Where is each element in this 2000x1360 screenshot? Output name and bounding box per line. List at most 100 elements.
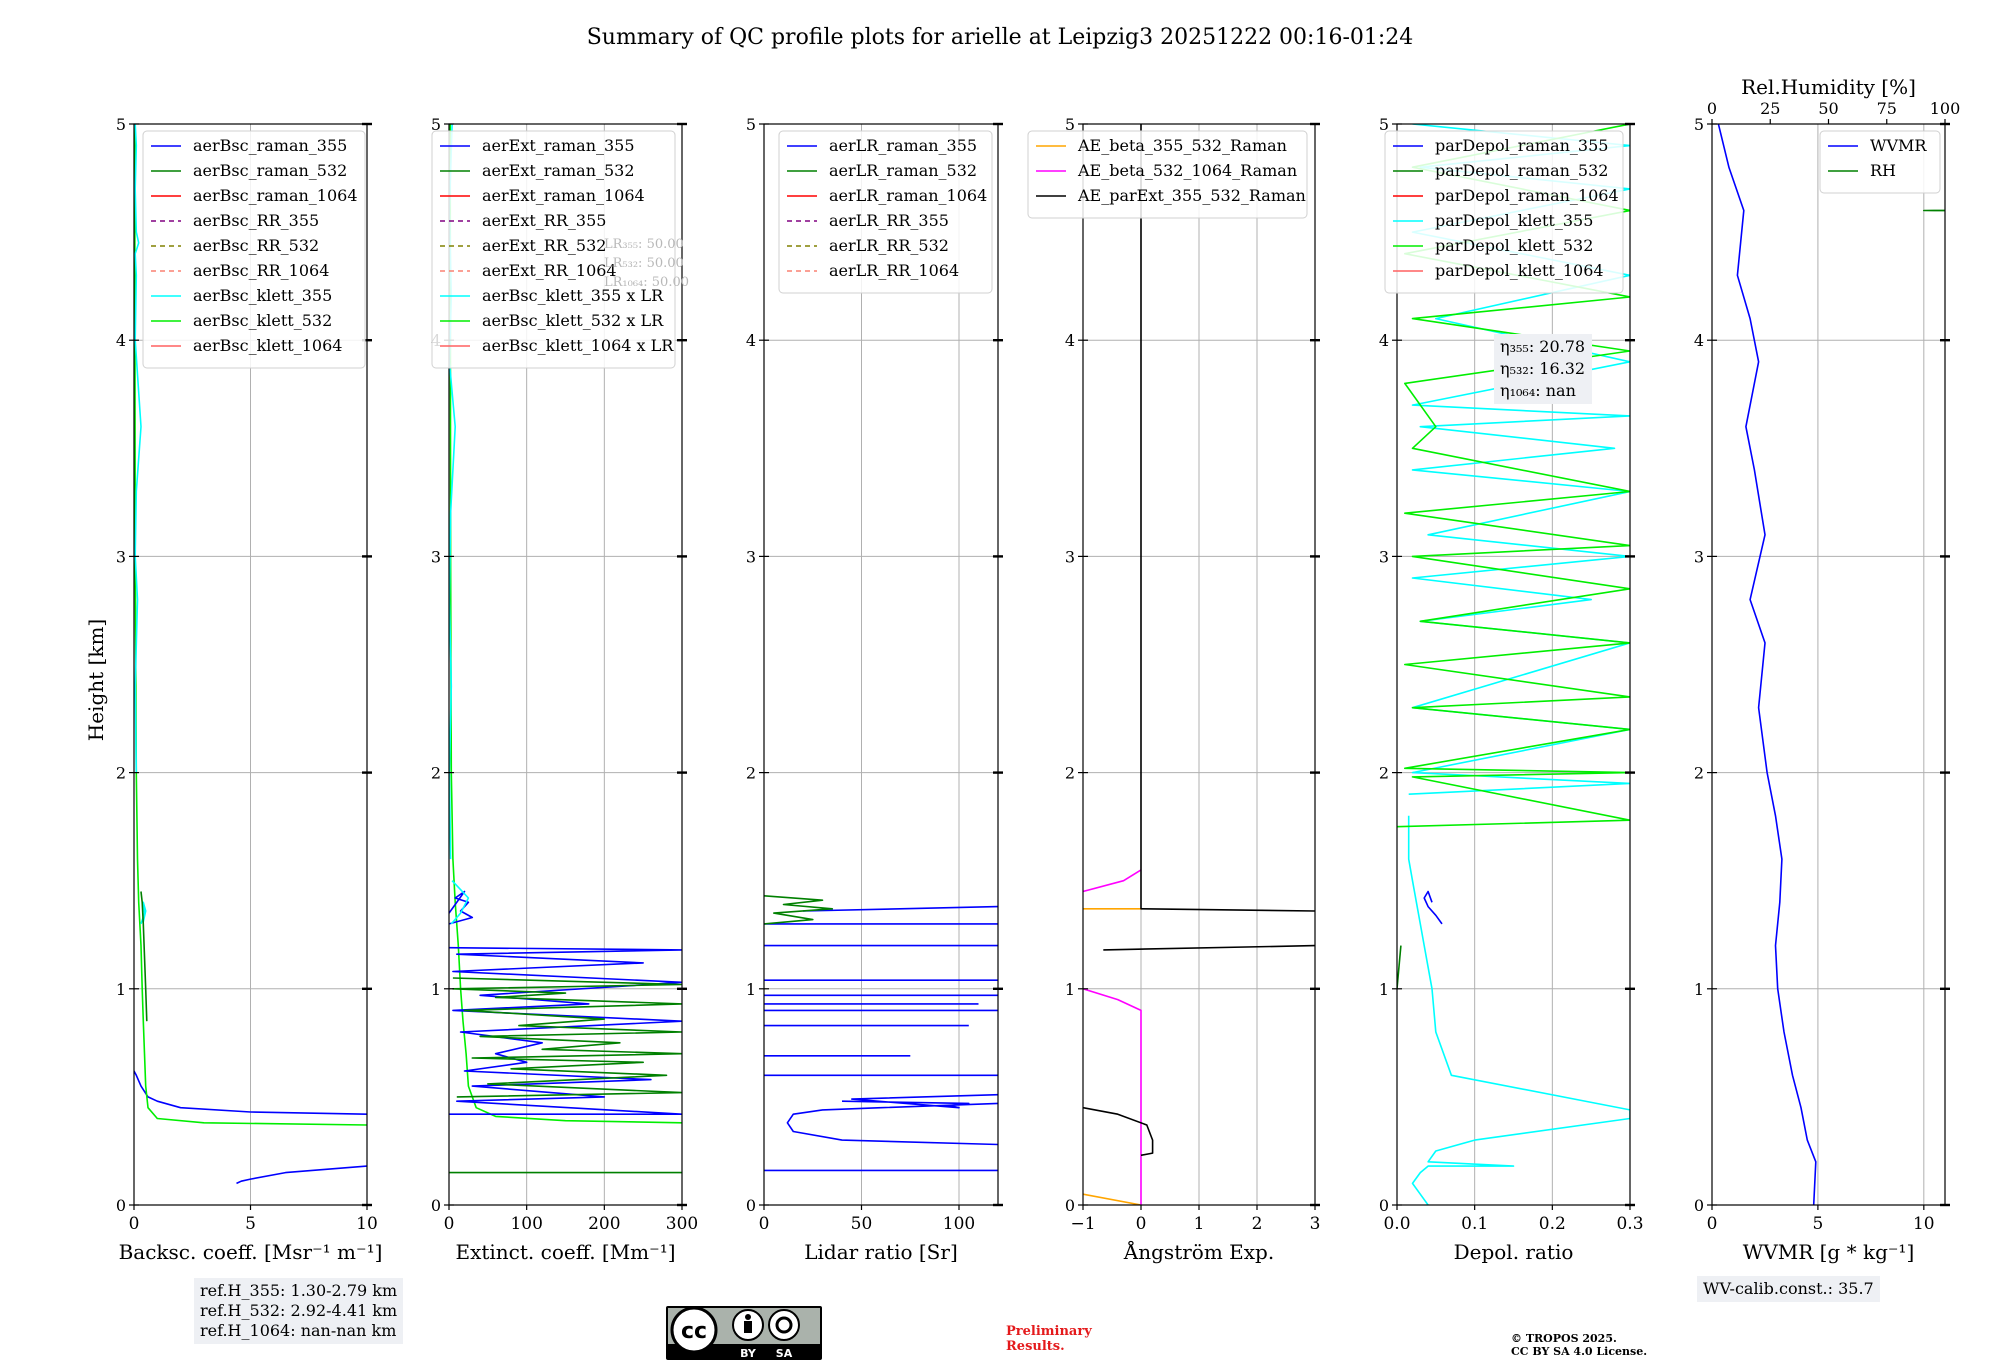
y-axis-label: Height [km] [84,619,108,741]
top-xlabel-wv: Rel.Humidity [%] [1741,75,1916,99]
ytick-label-ae-3: 3 [1065,547,1075,566]
legend-box-lr [778,130,993,294]
xtick-label-lr-2: 100 [943,1214,975,1234]
series-line-ae-4 [1083,1106,1154,1157]
legend-label-lr-1: aerLR_raman_532 [829,161,977,180]
xtick-label-ae-0: −1 [1070,1214,1095,1234]
xtick-label-depol-3: 0.3 [1616,1214,1643,1234]
ytick-label-bsc-0: 0 [116,1196,126,1215]
ytick-label-bsc-5: 5 [116,115,126,134]
legend-label-wv-1: RH [1870,161,1896,180]
series-line-ext-4 [449,890,474,925]
series-group-ae [1083,124,1315,1205]
legend-label-ext-1: aerExt_raman_532 [482,161,635,180]
ytick-label-ext-2: 2 [431,764,441,783]
xtick-label-ae-3: 2 [1252,1214,1263,1234]
xlabel-bsc: Backsc. coeff. [Msr⁻¹ m⁻¹] [119,1240,383,1264]
xtick-label-ext-1: 100 [510,1214,542,1234]
legend-label-ext-5: aerExt_RR_1064 [482,261,617,280]
legend-label-ext-8: aerBsc_klett_1064 x LR [482,336,674,355]
axes-frame-depol [1396,123,1631,1206]
wv-calib-text: WV-calib.const.: 35.7 [1703,1279,1874,1298]
legend-label-depol-3: parDepol_klett_355 [1435,211,1593,230]
ytick-label-bsc-2: 2 [116,764,126,783]
panel-depol: 0 1 2 3 4 5 0.0 0.1 0.2 0.3 Depol. ratio parDepol_r… [1379,115,1644,1264]
ytick-label-lr-2: 2 [746,764,756,783]
eta-note-box [1494,334,1592,404]
ytick-label-wv-1: 1 [1694,980,1704,999]
series-line-ae-0 [1083,1193,1142,1205]
xtick-label-bsc-1: 5 [245,1214,256,1234]
xtick-label-depol-1: 0.1 [1461,1214,1488,1234]
panel-bsc: 0 1 2 3 4 5 0 5 10 Backsc. coeff. [Msr⁻¹ m⁻¹] aerB… [116,115,383,1264]
legend-label-bsc-0: aerBsc_raman_355 [193,136,347,155]
refh-box: ref.H_355: 1.30-2.79 km ref.H_532: 2.92-… [194,1278,404,1344]
series-line-bsc-3 [134,124,142,773]
ytick-label-ae-4: 4 [1065,331,1075,350]
legend-box-ae [1027,130,1308,219]
copyright-line-1: © TROPOS 2025. [1511,1332,1617,1345]
ytick-label-wv-2: 2 [1694,764,1704,783]
legend-label-ext-6: aerBsc_klett_355 x LR [482,286,664,305]
ytick-label-depol-4: 4 [1379,331,1389,350]
xtick-label-depol-2: 0.2 [1539,1214,1566,1234]
top-xtick-label-wv-2: 50 [1818,99,1838,118]
xlabel-depol: Depol. ratio [1454,1240,1574,1264]
legend-label-lr-3: aerLR_RR_355 [829,211,949,230]
ytick-label-lr-4: 4 [746,331,756,350]
lr-note-1: LR₅₃₂: 50.00 [604,256,684,271]
top-xtick-label-wv-1: 25 [1760,99,1780,118]
ytick-label-ae-0: 0 [1065,1196,1075,1215]
ytick-label-lr-1: 1 [746,980,756,999]
legend-label-bsc-4: aerBsc_RR_532 [193,236,319,255]
ytick-label-bsc-1: 1 [116,980,126,999]
xtick-label-ae-4: 3 [1310,1214,1321,1234]
ytick-label-lr-0: 0 [746,1196,756,1215]
series-line-depol-0 [1407,815,1630,1205]
xtick-label-ext-2: 200 [588,1214,620,1234]
series-line-lr-12 [802,905,998,912]
series-line-lr-13 [764,895,834,925]
ytick-label-ext-3: 3 [431,547,441,566]
legend-label-depol-2: parDepol_raman_1064 [1435,186,1619,205]
series-line-wv-1 [1923,209,1945,212]
copyright-note: © TROPOS 2025. CC BY SA 4.0 License. [1511,1332,1647,1358]
legend-label-lr-4: aerLR_RR_532 [829,236,949,255]
ytick-label-depol-3: 3 [1379,547,1389,566]
sa-arrow-icon [775,1316,793,1334]
ytick-label-ae-1: 1 [1065,980,1075,999]
preliminary-line-2: Results. [1006,1339,1065,1354]
sa-circle-icon [768,1309,800,1341]
ytick-label-bsc-4: 4 [116,331,126,350]
series-group-bsc [134,124,367,1185]
ytick-label-lr-3: 3 [746,547,756,566]
series-line-bsc-1 [134,1070,367,1115]
preliminary-note: Preliminary Results. [1006,1324,1092,1354]
ytick-label-ae-2: 2 [1065,764,1075,783]
cc-by-text: BY [740,1347,757,1360]
xtick-label-lr-0: 0 [759,1214,770,1234]
legend-label-bsc-5: aerBsc_RR_1064 [193,261,329,280]
lr-note-0: LR₃₅₅: 50.00 [604,237,684,252]
ytick-label-depol-1: 1 [1379,980,1389,999]
legend-label-ext-7: aerBsc_klett_532 x LR [482,311,664,330]
legend-label-ae-0: AE_beta_355_532_Raman [1077,136,1287,155]
legend-label-lr-5: aerLR_RR_1064 [829,261,959,280]
figure-title: Summary of QC profile plots for arielle … [587,25,1414,50]
xtick-label-bsc-0: 0 [129,1214,140,1234]
legend-label-bsc-8: aerBsc_klett_1064 [193,336,342,355]
series-line-lr-2 [841,1093,998,1109]
legend-box-bsc [142,130,366,369]
legend-box-ext [431,130,676,369]
legend-box-depol [1384,130,1624,294]
axes-frame-ext [448,123,683,1206]
series-line-bsc-2 [134,124,367,1126]
xtick-label-bsc-2: 10 [356,1214,378,1234]
legend-label-ext-4: aerExt_RR_532 [482,236,606,255]
legend-label-ae-1: AE_beta_532_1064_Raman [1077,161,1297,180]
series-line-depol-4 [1423,890,1443,925]
preliminary-line-1: Preliminary [1006,1324,1092,1339]
legend-label-ext-0: aerExt_raman_355 [482,136,635,155]
